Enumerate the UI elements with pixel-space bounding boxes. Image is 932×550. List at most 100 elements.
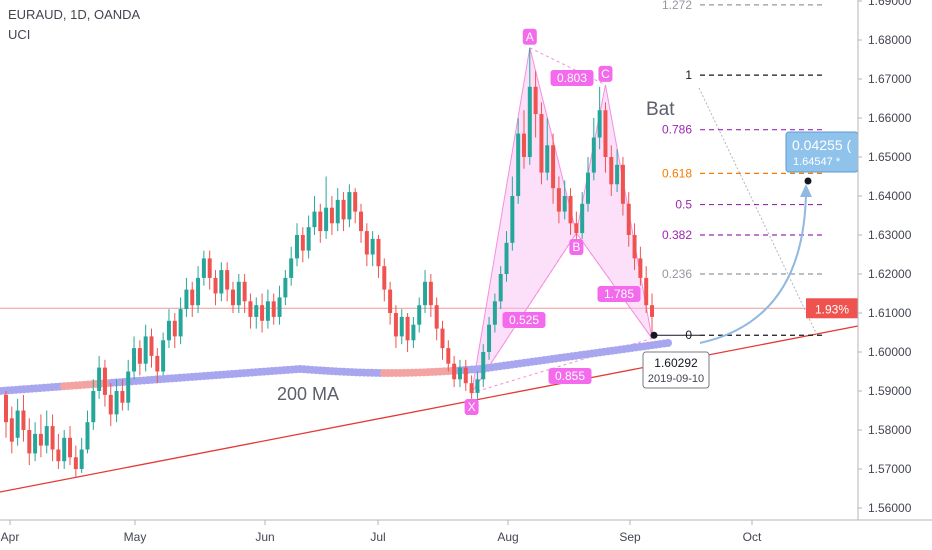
candle-body [219, 270, 224, 294]
ratio-label: 0.525 [509, 313, 539, 327]
candle-body [73, 457, 78, 469]
candle-body [44, 426, 49, 446]
candle-body [434, 305, 439, 329]
close-tooltip [642, 351, 710, 389]
candle-body [539, 114, 544, 173]
candle-body [230, 289, 235, 306]
close-date: 2019-09-10 [648, 373, 704, 385]
candle-body [15, 410, 20, 438]
candle-body [126, 371, 131, 403]
y-tick-label: 1.64000 [868, 189, 912, 203]
candle-body [108, 394, 113, 415]
candle-body [632, 235, 637, 259]
candle-body [586, 172, 590, 204]
candle-body [172, 320, 177, 337]
candle-body [155, 355, 160, 372]
d-point-marker [650, 331, 658, 339]
candle-body [33, 433, 38, 454]
fib-label: 0.618 [662, 166, 692, 180]
candle-body [498, 274, 503, 302]
candle-body [335, 199, 340, 224]
fib-label: 0.5 [675, 198, 692, 212]
candle-body [510, 196, 515, 243]
candle-body [463, 367, 468, 384]
candle-body [225, 270, 230, 290]
candle-body [417, 305, 422, 325]
candle-body [318, 211, 323, 232]
candle-body [411, 324, 416, 341]
y-tick-label: 1.67000 [868, 72, 912, 86]
point-label-b: B [572, 240, 580, 254]
candle-body [196, 277, 201, 306]
candle-body [556, 188, 561, 212]
candle-body [248, 301, 253, 317]
candle-body [568, 196, 573, 224]
candle-body [166, 320, 171, 341]
harmonic-pattern [471, 47, 653, 394]
candle-body [603, 110, 608, 157]
candle-body [457, 367, 462, 380]
target-arrow [699, 189, 807, 344]
candle-body [533, 86, 538, 115]
y-axis-panel [858, 0, 932, 550]
candle-body [120, 391, 125, 403]
y-tick-label: 1.61000 [868, 306, 912, 320]
candle-body [271, 301, 276, 317]
candle-body [295, 235, 299, 259]
candle-body [487, 324, 492, 352]
candle-body [38, 433, 43, 446]
candle-body [306, 227, 311, 251]
ratio-label-bg [548, 368, 592, 384]
candle-body [521, 133, 526, 157]
candle-body [161, 340, 166, 372]
candle-body [21, 410, 26, 430]
y-tick-label: 1.57000 [868, 462, 912, 476]
candle-body [615, 164, 620, 185]
candle-body [50, 426, 55, 450]
candle-body [91, 391, 96, 423]
candle-body [178, 309, 183, 337]
fib-label: 1.272 [662, 0, 692, 12]
candle-body [68, 437, 73, 458]
candle-body [359, 211, 364, 232]
y-tick-label: 1.60000 [868, 345, 912, 359]
ratio-label: 0.855 [555, 369, 585, 383]
point-label-c-bg [598, 65, 613, 82]
candle-body [300, 235, 305, 251]
candle-body [190, 289, 195, 306]
ma-dot [664, 339, 672, 347]
point-label-c: C [601, 67, 610, 81]
candle-body [353, 192, 358, 212]
change-badge [806, 298, 858, 319]
candle-body [114, 391, 119, 415]
candle-body [428, 281, 433, 306]
candle-body [312, 211, 317, 228]
candle-body [260, 305, 265, 321]
point-label-x: X [468, 400, 476, 414]
candle-body [644, 277, 649, 306]
chart-symbol-label: EURAUD, 1D, OANDA [8, 7, 141, 22]
candle-body [475, 379, 480, 393]
candle-body [504, 242, 509, 274]
change-value: 1.93% [815, 302, 849, 316]
candle-body [591, 137, 596, 173]
y-tick-label: 1.59000 [868, 384, 912, 398]
candle-body [207, 258, 212, 278]
candle-body [481, 352, 486, 380]
x-tick-label: Jun [255, 530, 274, 544]
candle-body [423, 281, 428, 306]
candle-body [527, 86, 532, 157]
y-tick-label: 1.62000 [868, 267, 912, 281]
candle-body [376, 238, 381, 267]
support-trendline [0, 325, 859, 493]
candle-body [132, 348, 137, 372]
candle-body [650, 305, 655, 317]
candle-body [492, 301, 497, 325]
indicator-label: UCI [8, 27, 31, 42]
fib-label: 0.786 [662, 123, 692, 137]
fib-label: 0.382 [662, 228, 692, 242]
candle-body [242, 281, 247, 302]
candle-body [254, 305, 259, 317]
candle-body [399, 316, 404, 337]
